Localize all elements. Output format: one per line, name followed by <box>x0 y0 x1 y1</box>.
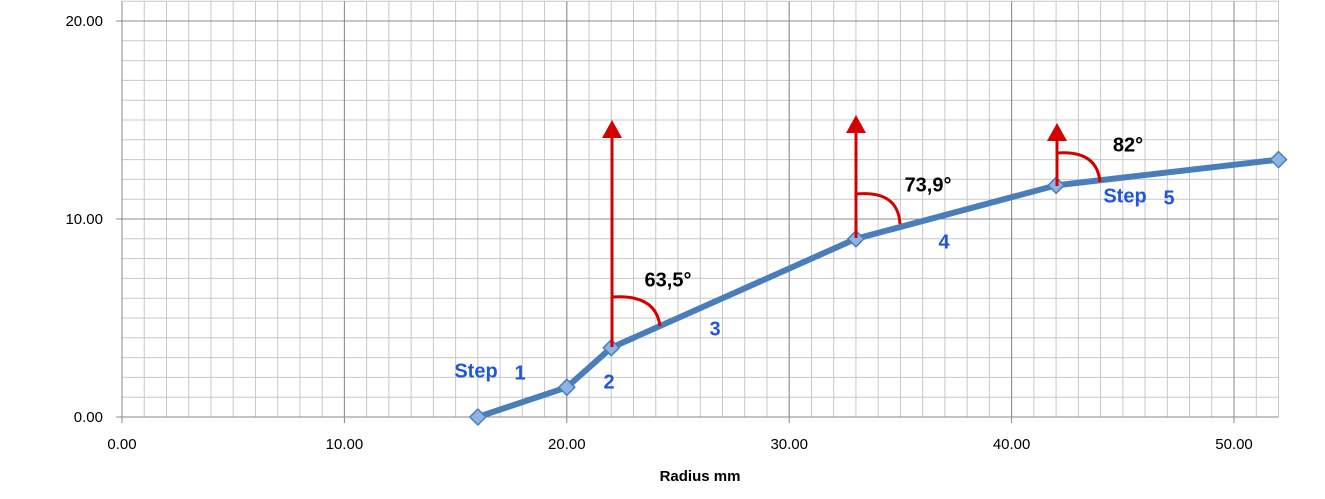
arrow-head <box>602 120 622 138</box>
annotation: 2 <box>603 371 614 393</box>
x-tick-label: 10.00 <box>326 436 364 453</box>
x-tick-label: 50.00 <box>1215 436 1253 453</box>
annotation: 4 <box>938 231 950 253</box>
series-line <box>476 156 1279 420</box>
annotation: 63,5° <box>645 269 692 291</box>
annotation: Step <box>1103 185 1146 207</box>
data-point <box>557 378 576 397</box>
x-tick-label: 30.00 <box>770 436 808 453</box>
annotation: 82° <box>1113 134 1143 156</box>
annotation: 1 <box>514 362 525 384</box>
x-tick-label: 0.00 <box>107 436 136 453</box>
angle-arc <box>611 295 662 327</box>
arrow-head <box>846 115 866 133</box>
x-tick-label: 20.00 <box>548 436 586 453</box>
y-tick-label: 10.00 <box>65 211 103 228</box>
angle-arc <box>855 192 902 225</box>
y-tick-label: 0.00 <box>74 409 103 426</box>
arrow-head <box>1047 123 1067 141</box>
annotation: 3 <box>709 318 720 340</box>
y-tick-label: 20.00 <box>65 13 103 30</box>
data-point <box>602 338 621 357</box>
x-tick-label: 40.00 <box>993 436 1031 453</box>
x-axis-title: Radius mm <box>660 468 741 485</box>
annotation: 5 <box>1163 187 1174 209</box>
angle-arc <box>1056 151 1102 183</box>
data-point <box>1269 150 1288 169</box>
data-point <box>468 407 487 427</box>
annotation: Step <box>454 360 497 382</box>
annotation: 73,9° <box>905 174 952 196</box>
data-point <box>846 229 865 248</box>
